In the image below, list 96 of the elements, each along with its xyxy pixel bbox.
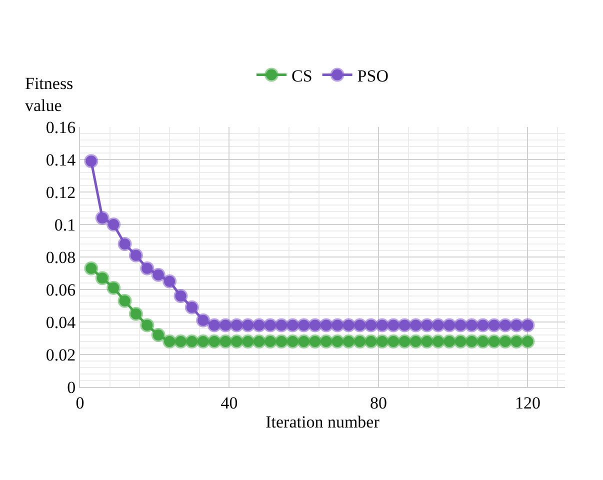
point	[106, 280, 121, 295]
point	[106, 218, 121, 232]
point	[398, 334, 412, 348]
point	[375, 334, 390, 348]
point	[95, 211, 110, 225]
y-tick-label: 0.16	[46, 118, 76, 137]
point	[487, 334, 502, 348]
point	[207, 334, 222, 348]
point	[174, 334, 188, 348]
point	[151, 268, 166, 282]
point	[398, 318, 412, 332]
point	[263, 318, 278, 332]
point	[84, 261, 98, 276]
point	[431, 334, 446, 348]
point	[230, 334, 244, 348]
point	[464, 318, 479, 332]
point	[230, 318, 244, 332]
point	[128, 248, 143, 262]
point	[476, 318, 490, 332]
point	[286, 318, 300, 332]
point	[442, 334, 456, 348]
point	[408, 334, 423, 348]
point	[162, 334, 177, 348]
y-tick-label: 0.1	[54, 215, 76, 234]
point	[408, 318, 423, 332]
point	[140, 318, 154, 332]
point	[510, 334, 524, 348]
y-tick-label: 0.08	[46, 248, 76, 267]
y-tick-label: 0.02	[46, 345, 76, 364]
point	[196, 313, 210, 328]
point	[118, 294, 132, 308]
point	[319, 334, 334, 348]
point	[386, 334, 400, 348]
point	[308, 334, 322, 348]
point	[140, 261, 154, 276]
point	[240, 318, 255, 332]
x-tick-label: 80	[370, 393, 387, 412]
point	[375, 318, 390, 332]
point	[296, 318, 311, 332]
y-tick-label: 0.12	[46, 182, 76, 202]
x-axis-title: Iteration number	[266, 412, 380, 432]
y-tick-label: 0.14	[46, 150, 76, 170]
point	[364, 318, 378, 332]
point	[151, 328, 166, 342]
point	[118, 237, 132, 251]
point	[454, 318, 468, 332]
point	[420, 318, 434, 332]
point	[352, 334, 367, 348]
point	[498, 318, 512, 332]
y-tick-label: 0.06	[46, 280, 76, 300]
point	[431, 318, 446, 332]
point	[454, 334, 468, 348]
point	[218, 334, 232, 348]
point	[319, 318, 334, 332]
point	[240, 334, 255, 348]
point	[207, 318, 222, 332]
point	[510, 318, 524, 332]
point	[330, 334, 344, 348]
point	[442, 318, 456, 332]
point	[308, 318, 322, 332]
point	[364, 334, 378, 348]
x-tick-label: 40	[220, 393, 238, 412]
y-axis-title: Fitness value	[25, 74, 74, 116]
x-tick-label: 120	[514, 393, 540, 412]
point	[286, 334, 300, 348]
point	[498, 334, 512, 348]
y-tick-label: 0	[67, 378, 76, 397]
point	[464, 334, 479, 348]
point	[274, 334, 288, 348]
point	[420, 334, 434, 348]
point	[342, 318, 356, 332]
point	[296, 334, 311, 348]
point	[252, 318, 266, 332]
point	[174, 289, 188, 303]
point	[252, 334, 266, 348]
point	[520, 334, 535, 348]
point	[330, 318, 344, 332]
point	[196, 334, 210, 348]
point	[95, 271, 110, 286]
point	[342, 334, 356, 348]
point	[218, 318, 232, 332]
point	[162, 274, 177, 288]
point	[476, 334, 490, 348]
point	[487, 318, 502, 332]
point	[520, 318, 535, 332]
point	[386, 318, 400, 332]
y-tick-label: 0.04	[46, 312, 76, 332]
point	[274, 318, 288, 332]
point	[263, 334, 278, 348]
point	[352, 318, 367, 332]
legend-label: PSO	[357, 66, 388, 86]
point	[184, 300, 199, 314]
point	[84, 154, 98, 168]
point	[184, 334, 199, 348]
point	[128, 306, 143, 321]
legend-label: CS	[292, 66, 312, 86]
